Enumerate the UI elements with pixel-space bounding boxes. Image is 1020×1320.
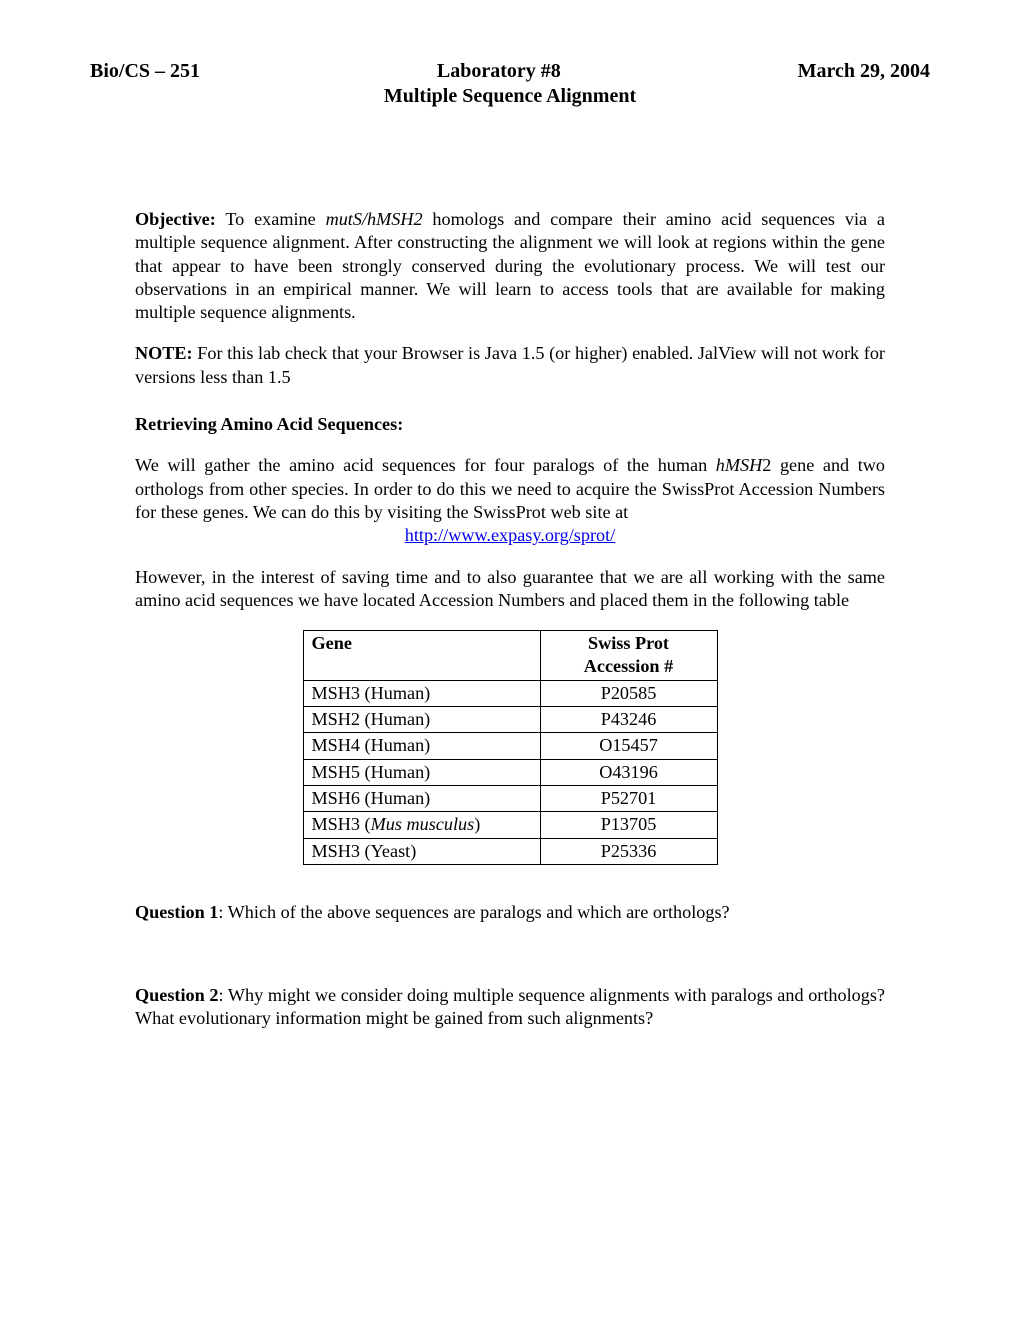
acc-cell: P13705 — [540, 812, 717, 838]
page: Bio/CS – 251 Laboratory #8 March 29, 200… — [0, 0, 1020, 1109]
acc-cell: O43196 — [540, 759, 717, 785]
page-header: Bio/CS – 251 Laboratory #8 March 29, 200… — [90, 60, 930, 83]
question-2-text: : Why might we consider doing multiple s… — [135, 985, 885, 1028]
question-1-text: : Which of the above sequences are paral… — [218, 902, 729, 922]
header-right: March 29, 2004 — [798, 60, 930, 83]
retrieving-p2: However, in the interest of saving time … — [135, 566, 885, 613]
table-row: MSH4 (Human) O15457 — [303, 733, 717, 759]
retrieving-heading: Retrieving Amino Acid Sequences: — [135, 413, 885, 436]
header-subtitle: Multiple Sequence Alignment — [90, 85, 930, 108]
objective-pre: To examine — [216, 209, 326, 229]
retrieving-p1-italic: hMSH — [716, 455, 762, 475]
table-row: MSH3 (Yeast) P25336 — [303, 838, 717, 864]
table-col2-header-a: Swiss Prot — [588, 633, 669, 653]
objective-italic: mutS/hMSH2 — [326, 209, 423, 229]
retrieving-p1-afteritalic: 2 — [762, 455, 771, 475]
question-1: Question 1: Which of the above sequences… — [135, 901, 885, 924]
table-col2-header: Swiss Prot Accession # — [540, 631, 717, 681]
gene-cell: MSH6 (Human) — [303, 785, 540, 811]
swissprot-link-wrap: http://www.expasy.org/sprot/ — [135, 524, 885, 547]
objective-paragraph: Objective: To examine mutS/hMSH2 homolog… — [135, 208, 885, 324]
gene-cell: MSH2 (Human) — [303, 707, 540, 733]
header-center: Laboratory #8 — [437, 60, 561, 83]
table-row: MSH6 (Human) P52701 — [303, 785, 717, 811]
question-1-label: Question 1 — [135, 902, 218, 922]
note-paragraph: NOTE: For this lab check that your Brows… — [135, 342, 885, 389]
retrieving-p1-pre: We will gather the amino acid sequences … — [135, 455, 716, 475]
acc-cell: P52701 — [540, 785, 717, 811]
table-row: MSH3 (Mus musculus) P13705 — [303, 812, 717, 838]
gene-cell: MSH3 (Yeast) — [303, 838, 540, 864]
acc-cell: O15457 — [540, 733, 717, 759]
table-row: MSH2 (Human) P43246 — [303, 707, 717, 733]
retrieving-p1: We will gather the amino acid sequences … — [135, 454, 885, 524]
content-body: Objective: To examine mutS/hMSH2 homolog… — [135, 208, 885, 1031]
table-header-row: Gene Swiss Prot Accession # — [303, 631, 717, 681]
gene-table: Gene Swiss Prot Accession # MSH3 (Human)… — [303, 630, 718, 865]
header-left: Bio/CS – 251 — [90, 60, 200, 83]
question-2-label: Question 2 — [135, 985, 218, 1005]
acc-cell: P20585 — [540, 680, 717, 706]
swissprot-link[interactable]: http://www.expasy.org/sprot/ — [405, 525, 616, 545]
table-col2-header-b: Accession # — [584, 656, 673, 676]
gene-cell: MSH5 (Human) — [303, 759, 540, 785]
table-col1-header: Gene — [303, 631, 540, 681]
note-text: For this lab check that your Browser is … — [135, 343, 885, 386]
objective-label: Objective: — [135, 209, 216, 229]
note-label: NOTE: — [135, 343, 193, 363]
gene-cell: MSH4 (Human) — [303, 733, 540, 759]
question-2: Question 2: Why might we consider doing … — [135, 984, 885, 1031]
table-row: MSH3 (Human) P20585 — [303, 680, 717, 706]
gene-cell: MSH3 (Mus musculus) — [303, 812, 540, 838]
acc-cell: P25336 — [540, 838, 717, 864]
table-row: MSH5 (Human) O43196 — [303, 759, 717, 785]
gene-cell: MSH3 (Human) — [303, 680, 540, 706]
acc-cell: P43246 — [540, 707, 717, 733]
spacer — [135, 942, 885, 984]
